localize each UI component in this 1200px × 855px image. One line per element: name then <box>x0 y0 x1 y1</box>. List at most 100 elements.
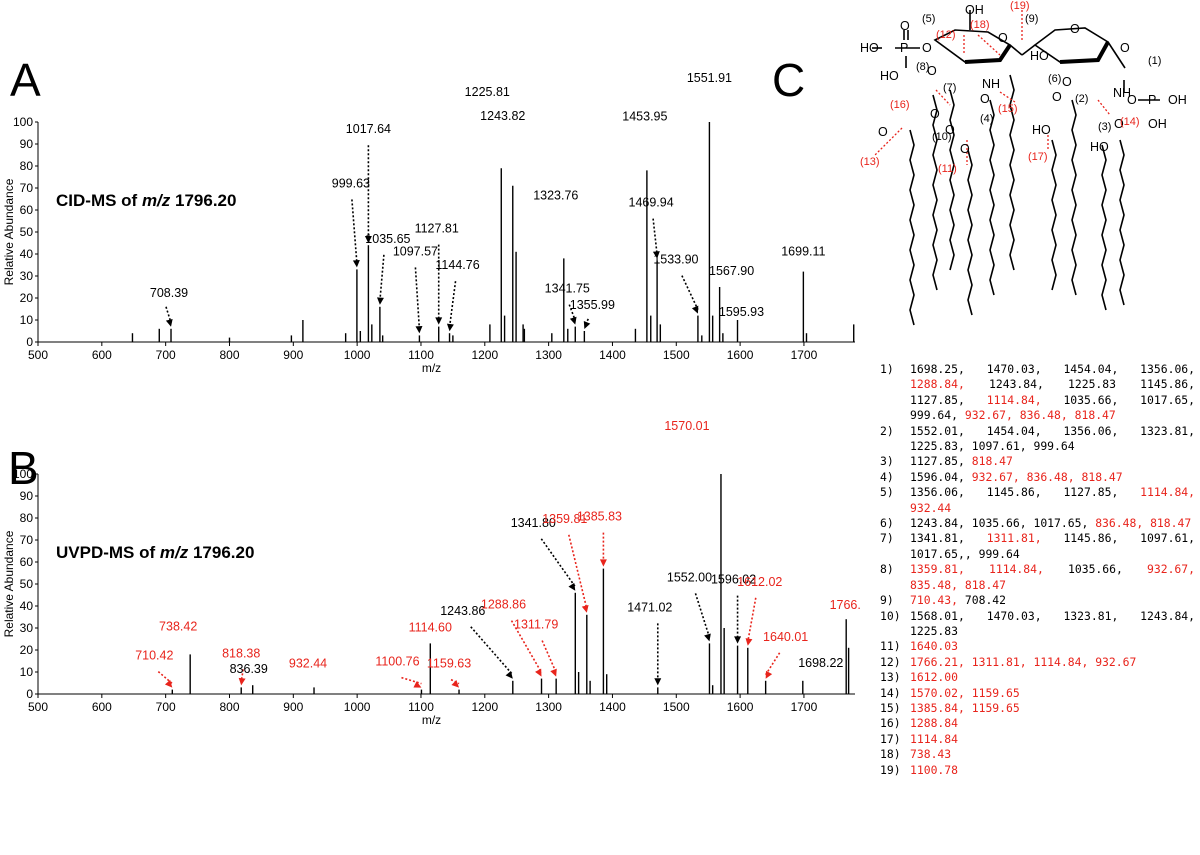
assignment-value: 1766.21, <box>910 654 965 669</box>
peak-arrowhead <box>581 604 589 613</box>
struct-num-16: (16) <box>890 99 910 111</box>
x-tick-label: 1500 <box>663 700 690 714</box>
assignment-number: 12) <box>880 654 901 669</box>
peak-label: 1323.76 <box>533 188 578 202</box>
assignment-value: 1311.81, <box>986 531 1042 546</box>
y-tick-label: 50 <box>20 577 34 591</box>
struct-num-4: (4) <box>980 113 993 125</box>
peak-arrow <box>764 652 781 676</box>
struct-o-ring2: O <box>1070 22 1080 36</box>
peak-arrowhead <box>745 638 753 646</box>
struct-num-9: (9) <box>1025 13 1038 25</box>
y-tick-label: 80 <box>20 159 34 173</box>
peak-arrow <box>541 640 557 673</box>
peak-arrow <box>379 254 385 301</box>
struct-o-p3: O <box>1127 93 1137 107</box>
assignment-values: 1359.81, 1114.84, 1035.66, 932.67, 835.4… <box>910 562 1195 593</box>
peak-arrow <box>448 281 457 328</box>
assignment-values: 1766.21, 1311.81, 1114.84, 932.67 <box>910 655 1195 670</box>
struct-num-3: (3) <box>1098 121 1111 133</box>
x-tick-label: 1700 <box>791 348 818 362</box>
assignment-value: 1145.86, <box>986 485 1042 500</box>
assignment-value: 1243.84, <box>910 516 965 531</box>
peak-arrowhead <box>165 318 173 327</box>
y-tick-label: 60 <box>20 203 34 217</box>
assignment-value: 1035.66, <box>971 516 1027 531</box>
x-tick-label: 600 <box>92 700 112 714</box>
x-tick-label: 1600 <box>727 348 754 362</box>
assignment-number: 2) <box>880 423 894 438</box>
assignment-values: 1100.78 <box>910 763 1195 778</box>
assignment-number: 8) <box>880 562 894 577</box>
assignment-value: 710.43, <box>910 593 959 608</box>
assignment-value: 1225.83 <box>910 623 959 638</box>
assignment-value: 1114.84, <box>1140 485 1196 500</box>
assignment-value: 1552.01, <box>910 423 965 438</box>
assignment-value: 1356.06, <box>1140 362 1196 376</box>
assignment-value: 1570.02, <box>910 685 965 700</box>
y-tick-label: 20 <box>20 291 34 305</box>
peak-label: 1469.94 <box>629 196 674 210</box>
assignment-value: 1470.03, <box>986 362 1042 376</box>
assignment-row: 5) 1356.06, 1145.86, 1127.85, 1114.84, 93… <box>880 485 1195 516</box>
peak-label: 1595.93 <box>719 305 764 319</box>
assignment-value: 1127.85, <box>910 392 965 407</box>
struct-o-ac5: O <box>960 142 970 156</box>
assignment-value: 1159.65 <box>971 700 1020 715</box>
assignment-values: 1341.81, 1311.81, 1145.86, 1097.61, 1017… <box>910 531 1195 562</box>
x-tick-label: 1400 <box>599 348 626 362</box>
peak-arrowhead <box>451 680 460 688</box>
assignment-values: 738.43 <box>910 747 1195 762</box>
assignment-value: 1145.86, <box>1063 531 1119 546</box>
x-tick-label: 800 <box>219 700 239 714</box>
peak-arrow <box>568 304 577 321</box>
peak-arrowhead <box>654 678 662 686</box>
peak-label: 1359.81 <box>542 512 587 526</box>
assignment-value: 1127.85, <box>910 454 965 469</box>
assignment-value: 708.42 <box>964 593 1007 608</box>
struct-oh-p3b: OH <box>1148 117 1167 131</box>
y-tick-label: 10 <box>20 313 34 327</box>
assignment-value: 1311.81, <box>971 654 1027 669</box>
peak-label: 932.44 <box>289 656 327 670</box>
assignment-value: 818.47 <box>1150 516 1192 531</box>
peak-label: 1570.01 <box>664 419 709 433</box>
x-tick-label: 1300 <box>535 700 562 714</box>
assignment-number: 13) <box>880 670 901 685</box>
struct-ho-3: HO <box>1090 140 1109 154</box>
struct-o-ac3: O <box>980 92 990 106</box>
struct-o-top: O <box>900 19 910 33</box>
assignment-value: 932.67 <box>1095 654 1137 669</box>
struct-num-2: (2) <box>1075 93 1088 105</box>
lipid-a-structure: OH O HO P O HO O O HO O NH O O NH O P OH… <box>860 0 1187 326</box>
struct-num-13: (13) <box>860 156 880 168</box>
assignment-value: 1114.84 <box>910 731 959 746</box>
assignment-value: 1035.66, <box>1063 392 1119 407</box>
assignment-number: 11) <box>880 639 901 654</box>
assignment-value: 1017.65,, <box>910 546 972 561</box>
peak-arrow <box>694 593 711 638</box>
struct-o-ac1: O <box>930 107 940 121</box>
assignment-value: 1341.81, <box>910 531 965 546</box>
assignment-number: 15) <box>880 700 901 715</box>
assignment-row: 17) 1114.84 <box>880 732 1195 747</box>
assignment-value: 1288.84 <box>910 716 959 731</box>
peak-arrow <box>401 676 422 685</box>
assignment-number: 5) <box>880 485 894 500</box>
assignment-value: 1323.81, <box>1140 423 1196 438</box>
struct-num-12: (12) <box>936 29 956 41</box>
assignment-values: 1127.85, 818.47 <box>910 454 1195 469</box>
x-tick-label: 900 <box>283 348 303 362</box>
peak-label: 1612.02 <box>737 575 782 589</box>
peak-label: 1766.19 <box>830 598 860 612</box>
struct-ho-4: HO <box>1032 123 1051 137</box>
y-tick-label: 90 <box>20 137 34 151</box>
peak-label: 1355.99 <box>570 298 615 312</box>
struct-o-p: O <box>922 41 932 55</box>
assignment-value: 1114.84, <box>989 562 1044 577</box>
peak-label: 818.38 <box>222 646 260 660</box>
assignment-value: 836.48, <box>1019 408 1068 423</box>
struct-num-6: (6) <box>1048 73 1061 85</box>
assignment-value: 1035.66, <box>1068 562 1123 577</box>
x-tick-label: 1200 <box>471 700 498 714</box>
